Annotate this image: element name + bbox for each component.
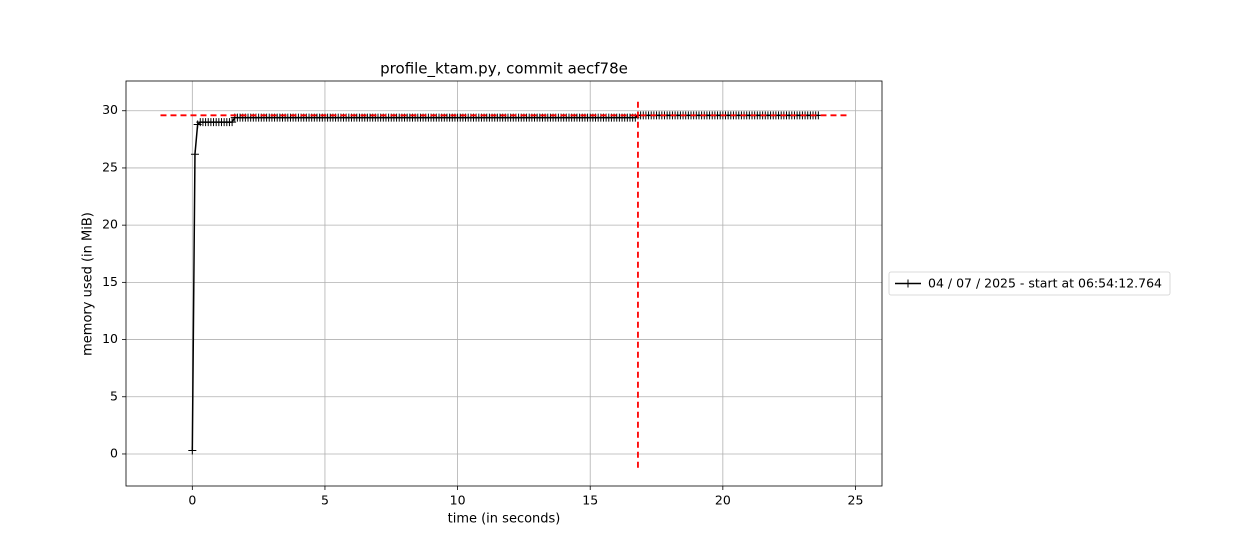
y-tick-label: 20 — [102, 217, 118, 232]
x-tick-label: 10 — [450, 493, 466, 508]
y-tick-label: 0 — [110, 445, 118, 460]
plot-frame — [125, 80, 883, 487]
x-axis-label: time (in seconds) — [448, 512, 561, 527]
legend-marker — [904, 279, 912, 288]
y-tick-label: 10 — [102, 331, 118, 346]
y-tick-label: 25 — [102, 159, 118, 174]
point-marker — [188, 446, 197, 455]
y-tick-label: 15 — [102, 274, 118, 289]
x-tick-label: 25 — [848, 493, 864, 508]
point-marker — [228, 118, 237, 127]
y-tick-label: 5 — [110, 388, 118, 403]
x-tick-label: 20 — [715, 493, 731, 508]
chart-title: profile_ktam.py, commit aecf78e — [380, 60, 628, 79]
point-marker — [190, 150, 199, 159]
y-tick-label: 30 — [102, 102, 118, 117]
x-tick-label: 0 — [188, 493, 196, 508]
x-tick-label: 5 — [321, 493, 329, 508]
x-tick-label: 15 — [582, 493, 598, 508]
y-axis-label: memory used (in MiB) — [81, 212, 96, 356]
legend-box — [888, 271, 1171, 296]
legend-label: 04 / 07 / 2025 - start at 06:54:12.764 — [928, 276, 1162, 291]
